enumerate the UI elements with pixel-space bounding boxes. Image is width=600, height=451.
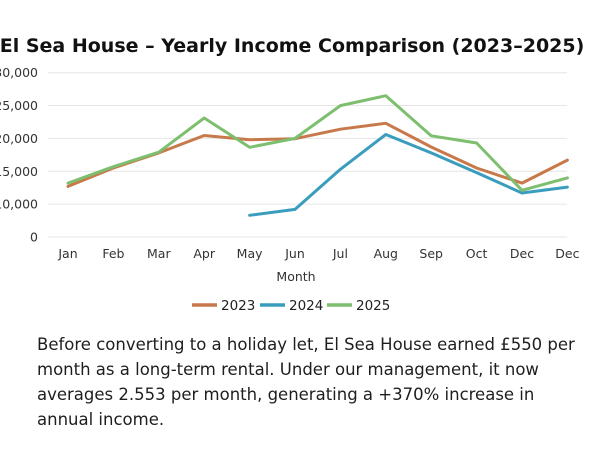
x-tick-label: Dec (555, 246, 579, 261)
x-axis-label: Month (276, 269, 315, 284)
x-tick-label: Mar (147, 246, 171, 261)
y-tick-label: 10,000 (0, 197, 38, 212)
x-tick-label: Jan (57, 246, 77, 261)
x-tick-label: Jun (284, 246, 305, 261)
y-tick-label: 15,000 (0, 164, 38, 179)
series-line-2024 (248, 133, 569, 217)
y-tick-label: 25,000 (0, 98, 38, 113)
x-tick-label: Dec (510, 246, 534, 261)
x-tick-label: Jul (332, 246, 348, 261)
description-text: Before converting to a holiday let, El S… (37, 335, 575, 429)
x-tick-label: Feb (102, 246, 124, 261)
series-line-2023 (66, 121, 569, 188)
legend-label-2023: 2023 (221, 298, 255, 314)
chart-title: El Sea House – Yearly Income Comparison … (0, 35, 584, 57)
x-tick-label: Oct (466, 246, 488, 261)
x-tick-label: Sep (419, 246, 443, 261)
y-tick-label: 30,000 (0, 65, 38, 80)
legend-label-2025: 2025 (356, 298, 390, 314)
y-tick-label: 0 (30, 230, 38, 245)
x-tick-label: May (237, 246, 263, 261)
x-tick-label: Aug (374, 246, 398, 261)
y-tick-label: 20,000 (0, 131, 38, 146)
x-tick-label: Apr (193, 246, 215, 261)
line-chart: El Sea House – Yearly Income Comparison … (0, 35, 584, 314)
series-line-2025 (66, 94, 569, 192)
legend-label-2024: 2024 (289, 298, 323, 314)
